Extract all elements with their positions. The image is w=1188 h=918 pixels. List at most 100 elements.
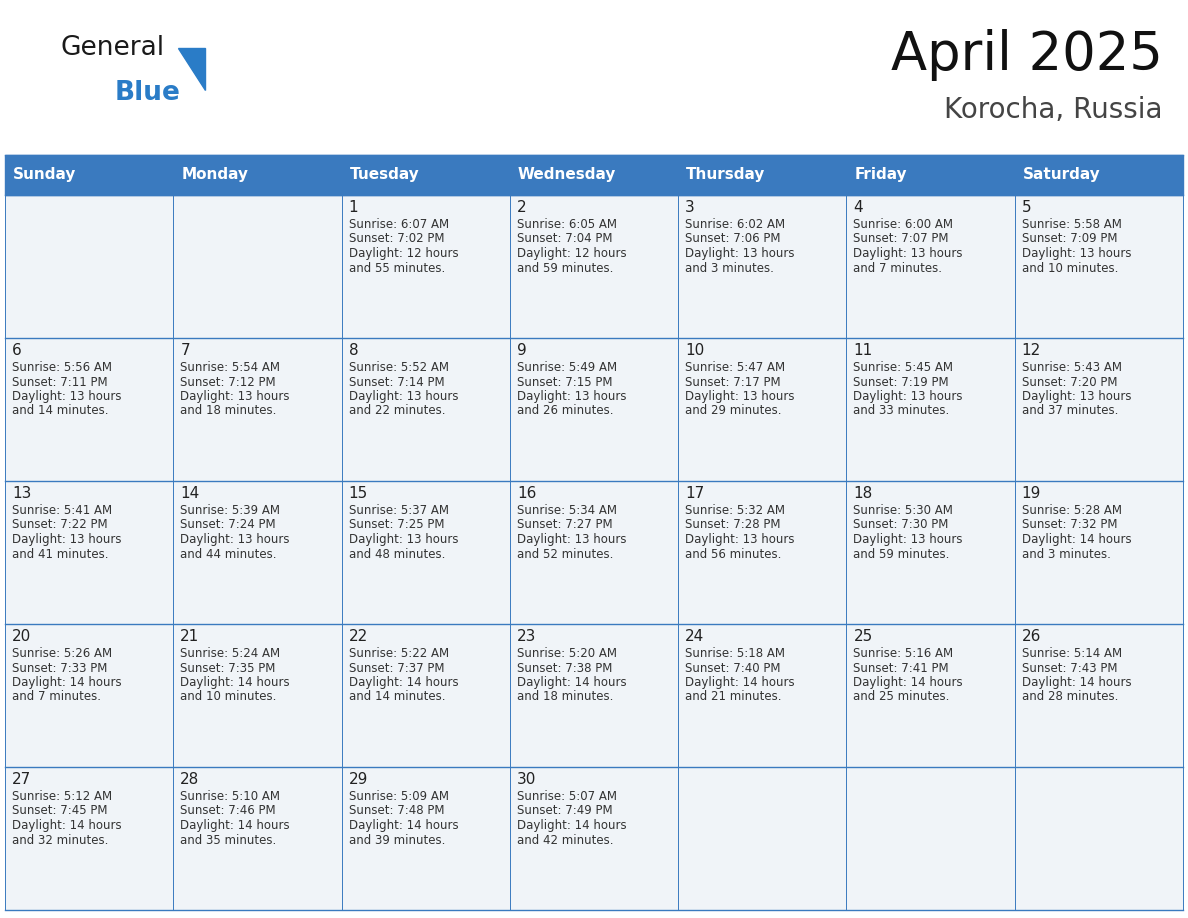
Text: Sunset: 7:02 PM: Sunset: 7:02 PM [348,232,444,245]
Text: Korocha, Russia: Korocha, Russia [944,96,1163,124]
Text: Sunset: 7:45 PM: Sunset: 7:45 PM [12,804,107,818]
Text: 3: 3 [685,200,695,215]
Text: and 14 minutes.: and 14 minutes. [12,405,108,418]
Text: and 14 minutes.: and 14 minutes. [348,690,446,703]
Bar [846,338,1015,481]
Text: 15: 15 [348,486,368,501]
Text: Sunset: 7:22 PM: Sunset: 7:22 PM [12,519,108,532]
Text: 28: 28 [181,772,200,787]
Text: and 33 minutes.: and 33 minutes. [853,405,949,418]
Text: Wednesday: Wednesday [518,167,617,183]
Text: Sunrise: 5:43 AM: Sunrise: 5:43 AM [1022,361,1121,374]
Text: Sunrise: 5:47 AM: Sunrise: 5:47 AM [685,361,785,374]
Text: Daylight: 13 hours: Daylight: 13 hours [348,390,459,403]
Text: Daylight: 13 hours: Daylight: 13 hours [1022,390,1131,403]
Text: 23: 23 [517,629,536,644]
Text: 9: 9 [517,343,526,358]
Text: Daylight: 13 hours: Daylight: 13 hours [685,533,795,546]
Bar [1015,481,1183,624]
Text: Sunrise: 5:32 AM: Sunrise: 5:32 AM [685,504,785,517]
Text: Daylight: 14 hours: Daylight: 14 hours [348,819,459,832]
Text: 11: 11 [853,343,873,358]
Text: Sunrise: 5:07 AM: Sunrise: 5:07 AM [517,790,617,803]
Text: Sunrise: 6:00 AM: Sunrise: 6:00 AM [853,218,954,231]
Text: Daylight: 13 hours: Daylight: 13 hours [181,390,290,403]
Text: Friday: Friday [854,167,908,183]
Text: and 48 minutes.: and 48 minutes. [348,547,446,561]
Text: Sunset: 7:43 PM: Sunset: 7:43 PM [1022,662,1117,675]
Text: Daylight: 13 hours: Daylight: 13 hours [685,247,795,260]
Text: 4: 4 [853,200,862,215]
Text: and 41 minutes.: and 41 minutes. [12,547,108,561]
Text: and 59 minutes.: and 59 minutes. [517,262,613,274]
Text: Blue: Blue [115,80,181,106]
Bar [678,338,846,481]
Text: 19: 19 [1022,486,1041,501]
Text: Sunset: 7:24 PM: Sunset: 7:24 PM [181,519,276,532]
Bar [846,481,1015,624]
Text: Daylight: 14 hours: Daylight: 14 hours [517,819,626,832]
Text: 17: 17 [685,486,704,501]
Text: Sunset: 7:28 PM: Sunset: 7:28 PM [685,519,781,532]
Text: 13: 13 [12,486,31,501]
Text: Sunrise: 5:56 AM: Sunrise: 5:56 AM [12,361,112,374]
Text: Sunrise: 5:39 AM: Sunrise: 5:39 AM [181,504,280,517]
Bar [510,624,678,767]
Text: Sunset: 7:40 PM: Sunset: 7:40 PM [685,662,781,675]
Bar [510,338,678,481]
Text: Sunset: 7:25 PM: Sunset: 7:25 PM [348,519,444,532]
Text: and 7 minutes.: and 7 minutes. [853,262,942,274]
Text: Sunset: 7:12 PM: Sunset: 7:12 PM [181,375,276,388]
Bar [678,195,846,338]
Bar [678,481,846,624]
Text: 10: 10 [685,343,704,358]
Text: and 35 minutes.: and 35 minutes. [181,834,277,846]
Text: Daylight: 14 hours: Daylight: 14 hours [181,819,290,832]
Text: and 21 minutes.: and 21 minutes. [685,690,782,703]
Text: Sunrise: 5:09 AM: Sunrise: 5:09 AM [348,790,449,803]
Text: General: General [61,35,164,61]
Text: Saturday: Saturday [1023,167,1100,183]
Bar [173,481,342,624]
Bar [173,195,342,338]
Text: and 10 minutes.: and 10 minutes. [181,690,277,703]
Text: Monday: Monday [182,167,248,183]
Text: Sunset: 7:33 PM: Sunset: 7:33 PM [12,662,107,675]
Text: Sunrise: 5:10 AM: Sunrise: 5:10 AM [181,790,280,803]
Text: 5: 5 [1022,200,1031,215]
Text: Sunset: 7:46 PM: Sunset: 7:46 PM [181,804,276,818]
Bar [1015,624,1183,767]
Text: Daylight: 13 hours: Daylight: 13 hours [348,533,459,546]
Text: Sunrise: 5:20 AM: Sunrise: 5:20 AM [517,647,617,660]
Bar [342,338,510,481]
Text: Sunrise: 5:52 AM: Sunrise: 5:52 AM [348,361,449,374]
Text: Daylight: 14 hours: Daylight: 14 hours [1022,533,1131,546]
Text: Sunday: Sunday [13,167,76,183]
Text: and 22 minutes.: and 22 minutes. [348,405,446,418]
Text: Daylight: 14 hours: Daylight: 14 hours [12,819,121,832]
Text: Daylight: 14 hours: Daylight: 14 hours [853,676,963,689]
Text: Sunrise: 5:45 AM: Sunrise: 5:45 AM [853,361,954,374]
Text: Sunset: 7:38 PM: Sunset: 7:38 PM [517,662,612,675]
Text: and 29 minutes.: and 29 minutes. [685,405,782,418]
Text: Sunset: 7:14 PM: Sunset: 7:14 PM [348,375,444,388]
Text: Sunset: 7:17 PM: Sunset: 7:17 PM [685,375,781,388]
Text: Tuesday: Tuesday [349,167,419,183]
Text: Thursday: Thursday [687,167,765,183]
Text: 16: 16 [517,486,536,501]
Text: 27: 27 [12,772,31,787]
Text: Daylight: 13 hours: Daylight: 13 hours [853,247,963,260]
Text: Sunset: 7:49 PM: Sunset: 7:49 PM [517,804,613,818]
Text: Daylight: 14 hours: Daylight: 14 hours [12,676,121,689]
Text: Sunrise: 5:14 AM: Sunrise: 5:14 AM [1022,647,1121,660]
Text: 30: 30 [517,772,536,787]
Text: Daylight: 12 hours: Daylight: 12 hours [348,247,459,260]
Text: Daylight: 13 hours: Daylight: 13 hours [517,390,626,403]
Text: Sunrise: 5:30 AM: Sunrise: 5:30 AM [853,504,953,517]
Text: Sunrise: 5:22 AM: Sunrise: 5:22 AM [348,647,449,660]
Text: Sunset: 7:11 PM: Sunset: 7:11 PM [12,375,108,388]
Text: 25: 25 [853,629,873,644]
Text: Sunrise: 5:18 AM: Sunrise: 5:18 AM [685,647,785,660]
Text: Daylight: 13 hours: Daylight: 13 hours [853,390,963,403]
Text: Daylight: 14 hours: Daylight: 14 hours [685,676,795,689]
